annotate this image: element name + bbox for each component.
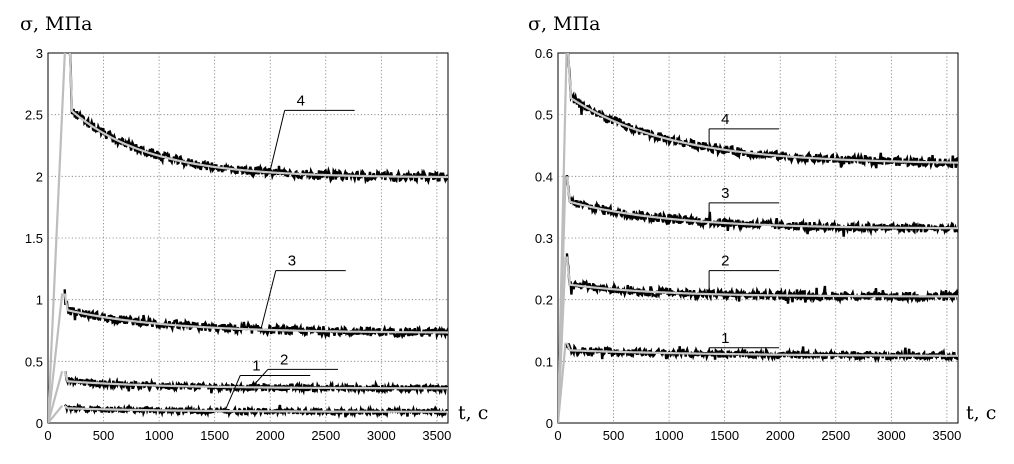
curve-label-1: 1	[252, 358, 260, 375]
y-tick-label: 0.5	[535, 108, 553, 123]
curve-label-3: 3	[721, 185, 729, 202]
series-4-fit	[68, 53, 448, 179]
series-4-measured	[566, 53, 958, 170]
x-tick-label: 3500	[932, 428, 961, 443]
curve-3-leader	[260, 270, 277, 328]
x-tick-label: 2500	[311, 428, 340, 443]
x-tick-label: 1500	[200, 428, 229, 443]
series-clip	[48, 53, 448, 423]
series-clip	[558, 53, 958, 423]
y-axis-label-left: σ, МПа	[20, 13, 92, 35]
curve-labels-right: 1 2 3 4	[708, 111, 780, 352]
x-tick-label: 500	[93, 428, 115, 443]
curve-2-leader	[253, 368, 269, 386]
series-1-measured	[565, 343, 958, 364]
series-4-measured	[68, 53, 448, 186]
curve-label-4: 4	[721, 111, 729, 128]
x-tick-label: 500	[603, 428, 625, 443]
series-1-fit	[565, 342, 958, 357]
chart-left: 0 500 1000 1500 2000 2500 3000 3500 0 0.5 1 1.5 2 2.5…	[20, 13, 488, 443]
curve-4-leader	[269, 110, 286, 171]
y-tick-label: 0.6	[535, 46, 553, 61]
y-tick-label: 2	[36, 169, 43, 184]
curve-label-1: 1	[721, 330, 729, 347]
x-axis-label-left: t, c	[458, 402, 488, 424]
series-3-ramp	[48, 293, 64, 423]
y-tick-label: 0.2	[535, 293, 553, 308]
series-2-ramp	[48, 370, 64, 423]
x-tick-label: 1500	[710, 428, 739, 443]
series-1-fit	[63, 404, 448, 413]
series-4-ramp	[558, 53, 568, 423]
x-tick-label: 3500	[422, 428, 451, 443]
series-3-measured	[63, 289, 448, 341]
series-4-fit	[566, 53, 958, 164]
grid-right	[558, 53, 958, 423]
y-tick-label: 0.3	[535, 231, 553, 246]
x-axis-label-right: t, c	[966, 402, 996, 424]
x-tick-label: 1000	[655, 428, 684, 443]
curve-labels-left: 1 2 3 4	[225, 92, 355, 410]
x-tick-label: 0	[44, 428, 51, 443]
y-tick-label: 1.5	[25, 231, 43, 246]
series-4-ramp	[48, 53, 66, 423]
x-tick-label: 0	[554, 428, 561, 443]
ticks-left: 0 500 1000 1500 2000 2500 3000 3500 0 0.5 1 1.5 2 2.5…	[25, 46, 451, 443]
curve-label-4: 4	[297, 92, 305, 109]
curve-1-leader	[225, 375, 241, 410]
series-2-fit	[63, 370, 448, 390]
curve-label-2: 2	[280, 351, 288, 368]
y-tick-label: 1	[36, 293, 43, 308]
grid-left	[48, 53, 448, 423]
series-2-measured	[64, 371, 448, 396]
y-tick-label: 3	[36, 46, 43, 61]
y-tick-label: 0.4	[535, 169, 553, 184]
y-tick-label: 0.5	[25, 354, 43, 369]
y-tick-label: 2.5	[25, 108, 43, 123]
series-3-fit	[565, 176, 958, 230]
x-tick-label: 2500	[821, 428, 850, 443]
series-3-fit	[63, 293, 448, 334]
ticks-right: 0 500 1000 1500 2000 2500 3000 3500 0 0.1 0.2 0.3 0.…	[535, 46, 961, 443]
series-left	[48, 53, 448, 423]
series-right	[558, 53, 958, 423]
x-tick-label: 3000	[877, 428, 906, 443]
y-tick-label: 0	[546, 416, 553, 431]
x-tick-label: 1000	[145, 428, 174, 443]
series-2-fit	[565, 256, 958, 298]
curve-label-2: 2	[721, 253, 729, 270]
y-axis-label-right: σ, МПа	[528, 13, 600, 35]
curve-label-3: 3	[288, 253, 296, 270]
y-tick-label: 0.1	[535, 354, 553, 369]
x-tick-label: 2000	[256, 428, 285, 443]
chart-right: 0 500 1000 1500 2000 2500 3000 3500 0 0.1 0.2 0.3 0.…	[528, 13, 996, 443]
series-1-ramp	[48, 405, 64, 423]
x-tick-label: 3000	[367, 428, 396, 443]
y-tick-label: 0	[36, 416, 43, 431]
x-tick-label: 2000	[766, 428, 795, 443]
